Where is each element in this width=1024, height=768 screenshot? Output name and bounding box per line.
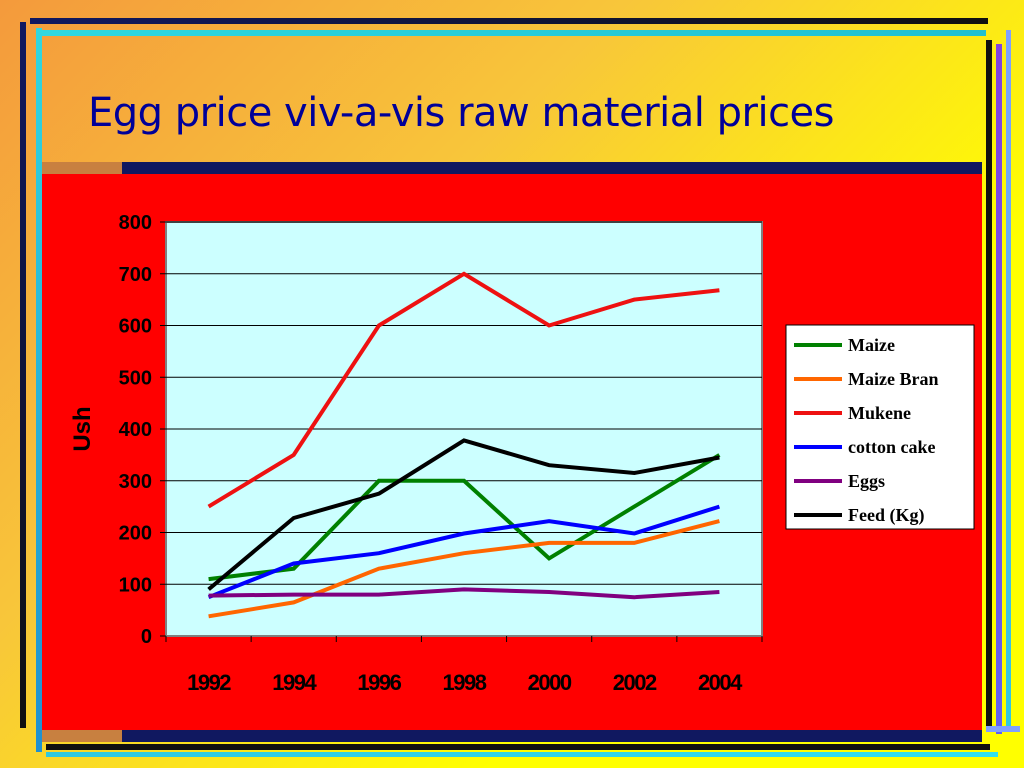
- y-tick-label: 600: [119, 316, 152, 338]
- x-tick-label: 2000: [528, 670, 572, 695]
- gridlines: [166, 221, 762, 585]
- frame-bar-top-dark: [30, 18, 988, 24]
- legend-label: Eggs: [848, 471, 885, 491]
- x-tick-label: 1998: [443, 670, 487, 695]
- series-line: [208, 519, 720, 619]
- y-axis-ticks: 0 100 200 300 400 500 600 700 800: [119, 212, 166, 648]
- x-tick-label: 2002: [613, 670, 657, 695]
- legend-label: Mukene: [848, 403, 911, 423]
- frame-bar-bottom-dark: [46, 744, 990, 750]
- frame-bar-left-cyan: [36, 28, 42, 752]
- x-tick-label: 2004: [698, 670, 743, 695]
- frame-bar-right-purple: [996, 44, 1002, 734]
- frame-bar-left-dark: [20, 22, 26, 728]
- y-tick-label: 0: [141, 626, 152, 648]
- y-tick-label: 400: [119, 419, 152, 441]
- panel-top-band: [42, 162, 982, 174]
- frame-bar-right-cyan: [1006, 30, 1011, 730]
- legend: Maize Maize Bran Mukene cotton cake Eggs Feed…: [785, 324, 975, 530]
- frame-bar-right-dark: [986, 40, 992, 730]
- x-tick-label: 1992: [187, 670, 231, 695]
- series-line: [207, 504, 721, 600]
- slide-title: Egg price viv-a-vis raw material prices: [88, 90, 835, 136]
- legend-label: Maize: [848, 335, 895, 355]
- frame-bar-top-cyan: [36, 30, 986, 36]
- series-line: [208, 453, 721, 582]
- legend-label: Feed (Kg): [848, 505, 924, 526]
- x-axis-ticks: 1992 1994 1996 1998 2000 2002 2004: [165, 636, 763, 695]
- y-tick-label: 100: [119, 574, 152, 596]
- series-line: [207, 438, 720, 591]
- frame-bar-right-stub: [986, 726, 1020, 732]
- series-line: [208, 587, 720, 600]
- y-tick-label: 300: [119, 471, 152, 493]
- panel-bottom-band: [42, 730, 982, 742]
- legend-label: Maize Bran: [848, 369, 938, 389]
- x-tick-label: 1996: [357, 670, 401, 695]
- legend-box: [785, 324, 975, 530]
- series-line: [207, 271, 720, 509]
- y-tick-label: 700: [119, 264, 152, 286]
- frame-bar-bottom-cyan: [46, 752, 998, 757]
- y-tick-label: 500: [119, 367, 152, 389]
- series-lines: [207, 271, 721, 619]
- y-tick-label: 800: [119, 212, 152, 234]
- y-tick-label: 200: [119, 523, 152, 545]
- y-axis-title: Ush: [69, 406, 96, 451]
- legend-label: cotton cake: [848, 437, 935, 457]
- x-tick-label: 1994: [272, 670, 317, 695]
